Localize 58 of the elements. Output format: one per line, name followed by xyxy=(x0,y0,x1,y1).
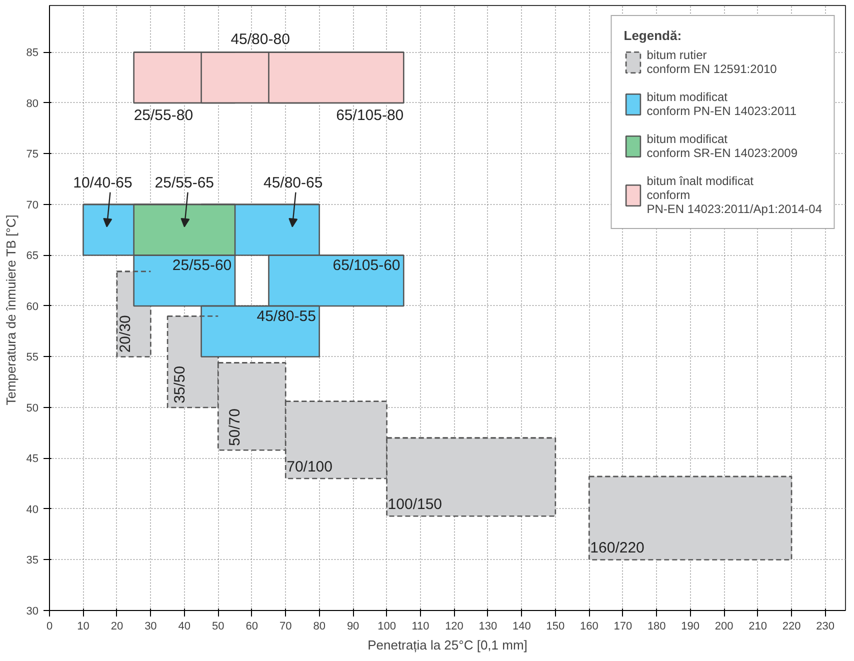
x-tick-label: 230 xyxy=(816,620,834,632)
x-tick-label: 170 xyxy=(614,620,632,632)
legend-label: bitum rutier conform EN 12591:2010 xyxy=(646,48,777,76)
x-tick-label: 90 xyxy=(346,620,360,632)
data-label: 160/220 xyxy=(590,540,644,557)
data-label: 45/80-80 xyxy=(230,31,290,48)
y-tick-label: 60 xyxy=(26,300,39,313)
x-tick-label: 190 xyxy=(681,620,700,632)
data-label: 45/80-55 xyxy=(256,308,316,325)
data-label: 35/50 xyxy=(172,366,189,404)
data-label: 65/105-80 xyxy=(336,107,404,124)
x-tick-label: 220 xyxy=(782,620,801,632)
data-label: 20/30 xyxy=(116,315,134,353)
x-tick-label: 30 xyxy=(144,620,157,632)
y-tick-label: 30 xyxy=(26,606,39,618)
data-label: 70/100 xyxy=(286,458,333,476)
x-tick-label: 20 xyxy=(110,620,124,632)
x-tick-label: 140 xyxy=(512,620,531,632)
data-label: 10/40-65 xyxy=(73,174,132,192)
data-label: 100/150 xyxy=(388,496,442,514)
x-tick-label: 180 xyxy=(647,620,666,632)
y-tick-label: 50 xyxy=(26,402,39,414)
legend-title: Legendă: xyxy=(624,28,683,43)
y-tick-label: 85 xyxy=(26,47,39,60)
x-tick-label: 80 xyxy=(313,620,326,632)
data-label: 50/70 xyxy=(226,408,244,446)
legend-label: bitum modificat conform PN-EN 14023:2011 xyxy=(646,90,797,118)
y-tick-label: 40 xyxy=(26,504,39,516)
data-label: 25/55-80 xyxy=(134,107,194,124)
y-tick-label: 70 xyxy=(26,199,39,212)
data-label: 45/80-65 xyxy=(263,174,323,192)
y-tick-label: 75 xyxy=(26,148,39,161)
x-tick-label: 50 xyxy=(212,620,224,632)
x-tick-label: 120 xyxy=(445,620,464,632)
x-tick-label: 130 xyxy=(478,620,498,632)
x-tick-label: 210 xyxy=(748,620,767,632)
y-tick-label: 45 xyxy=(26,453,39,466)
x-tick-label: 0 xyxy=(46,620,53,632)
x-tick-label: 150 xyxy=(546,620,565,632)
data-label: 65/105-60 xyxy=(332,257,400,274)
legend-label: bitum înalt modificat conform PN-EN 14023:2011/Ap1:2014-04 xyxy=(646,174,822,216)
y-tick-label: 65 xyxy=(26,250,39,262)
data-label: 25/55-65 xyxy=(154,174,214,192)
x-tick-label: 200 xyxy=(714,620,734,632)
x-tick-label: 60 xyxy=(246,620,258,632)
x-tick-label: 110 xyxy=(412,620,430,632)
y-tick-label: 35 xyxy=(26,554,39,567)
x-tick-label: 100 xyxy=(378,620,396,632)
y-tick-label: 55 xyxy=(26,352,39,364)
x-tick-label: 40 xyxy=(178,620,191,632)
x-tick-label: 160 xyxy=(580,620,598,632)
x-tick-label: 70 xyxy=(279,620,292,632)
y-tick-label: 80 xyxy=(26,98,39,110)
data-label: 25/55-60 xyxy=(172,257,232,274)
x-tick-label: 10 xyxy=(77,620,90,632)
legend-label: bitum modificat conform SR-EN 14023:2009 xyxy=(646,132,798,160)
x-axis-title: Penetrația la 25°C [0,1 mm] xyxy=(368,638,528,652)
y-axis-title: Temperatura de înmuiere TB [°C] xyxy=(3,214,18,406)
